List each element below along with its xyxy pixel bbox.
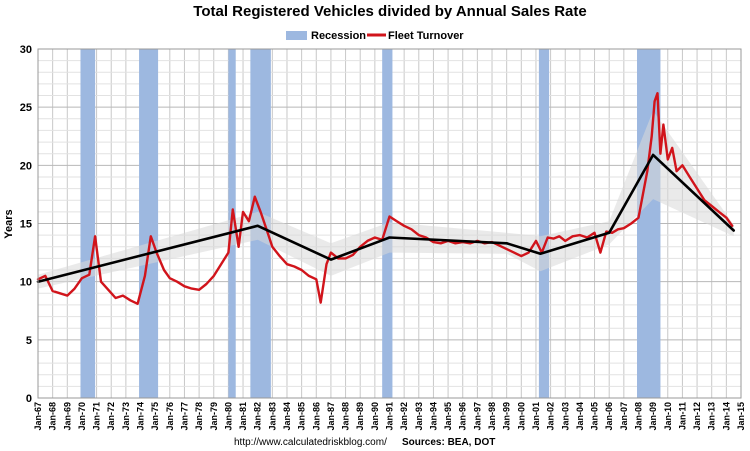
y-axis-label: Years	[3, 209, 15, 238]
recession-bar	[80, 49, 96, 398]
x-tick-label: Jan-71	[92, 402, 102, 431]
source-credit: Sources: BEA, DOT	[402, 437, 495, 448]
y-tick-label: 10	[20, 277, 32, 289]
x-tick-label: Jan-15	[736, 402, 746, 431]
recession-bar	[538, 49, 550, 398]
x-tick-label: Jan-00	[516, 402, 526, 431]
x-tick-label: Jan-03	[560, 402, 570, 431]
legend-label-fleet-turnover: Fleet Turnover	[388, 30, 464, 42]
x-tick-label: Jan-68	[48, 402, 58, 431]
x-tick-label: Jan-78	[194, 402, 204, 431]
x-tick-label: Jan-90	[370, 402, 380, 431]
x-tick-label: Jan-80	[223, 402, 233, 431]
x-tick-label: Jan-70	[77, 402, 87, 431]
x-tick-label: Jan-83	[267, 402, 277, 431]
y-tick-label: 0	[26, 393, 32, 405]
x-tick-label: Jan-84	[282, 402, 292, 431]
x-tick-label: Jan-13	[707, 402, 717, 431]
y-tick-label: 20	[20, 160, 32, 172]
legend-swatch-recession	[286, 31, 307, 40]
x-tick-label: Jan-12	[692, 402, 702, 431]
x-tick-label: Jan-94	[428, 402, 438, 431]
x-tick-label: Jan-93	[414, 402, 424, 431]
x-tick-label: Jan-01	[531, 402, 541, 431]
x-tick-label: Jan-88	[341, 402, 351, 431]
x-tick-label: Jan-77	[179, 402, 189, 431]
plot-border	[37, 48, 742, 399]
x-tick-label: Jan-76	[165, 402, 175, 431]
series-lines	[36, 92, 735, 305]
x-tick-label: Jan-92	[399, 402, 409, 431]
x-tick-label: Jan-81	[238, 402, 248, 431]
chart-title: Total Registered Vehicles divided by Ann…	[193, 3, 586, 20]
x-tick-label: Jan-69	[62, 402, 72, 431]
x-tick-label: Jan-02	[546, 402, 556, 431]
x-tick-label: Jan-11	[677, 402, 687, 430]
legend: Recession Fleet Turnover	[286, 30, 464, 42]
x-tick-label: Jan-82	[253, 402, 263, 431]
trend-band	[38, 110, 734, 289]
x-tick-label: Jan-04	[575, 402, 585, 431]
source-url: http://www.calculatedriskblog.com/	[234, 437, 387, 448]
x-tick-label: Jan-96	[458, 402, 468, 431]
y-tick-labels: 0 5 10 15 20 25 30	[20, 44, 32, 405]
x-tick-label: Jan-86	[311, 402, 321, 431]
recession-bar	[139, 49, 159, 398]
x-tick-label: Jan-97	[472, 402, 482, 431]
x-tick-label: Jan-79	[209, 402, 219, 431]
x-tick-label: Jan-08	[633, 402, 643, 431]
x-tick-label: Jan-10	[663, 402, 673, 431]
x-tick-label: Jan-99	[502, 402, 512, 431]
x-tick-label: Jan-05	[590, 402, 600, 431]
x-tick-label: Jan-98	[487, 402, 497, 431]
x-tick-label: Jan-72	[106, 402, 116, 431]
variance-band	[38, 110, 734, 289]
axes	[37, 48, 742, 399]
x-tick-label: Jan-89	[355, 402, 365, 431]
x-tick-label: Jan-85	[297, 402, 307, 431]
x-tick-label: Jan-75	[150, 402, 160, 431]
fleet-turnover-line	[36, 92, 734, 305]
x-tick-label: Jan-14	[721, 402, 731, 431]
legend-label-recession: Recession	[311, 30, 366, 42]
x-tick-label: Jan-74	[136, 402, 146, 431]
trend-line	[36, 153, 735, 283]
x-tick-label: Jan-67	[33, 402, 43, 431]
x-tick-label: Jan-73	[121, 402, 131, 431]
x-tick-label: Jan-07	[619, 402, 629, 431]
x-tick-label: Jan-87	[326, 402, 336, 431]
y-tick-label: 25	[20, 102, 32, 114]
y-tick-label: 5	[26, 335, 32, 347]
y-tick-label: 15	[20, 219, 32, 231]
x-tick-label: Jan-09	[648, 402, 658, 431]
x-tick-labels: Jan-67 Jan-68 Jan-69 Jan-70 Jan-71 Jan-72 Jan-…	[33, 402, 746, 431]
x-tick-label: Jan-91	[385, 402, 395, 431]
x-tick-label: Jan-06	[604, 402, 614, 431]
x-tick-label: Jan-95	[443, 402, 453, 431]
y-tick-label: 30	[20, 44, 32, 56]
